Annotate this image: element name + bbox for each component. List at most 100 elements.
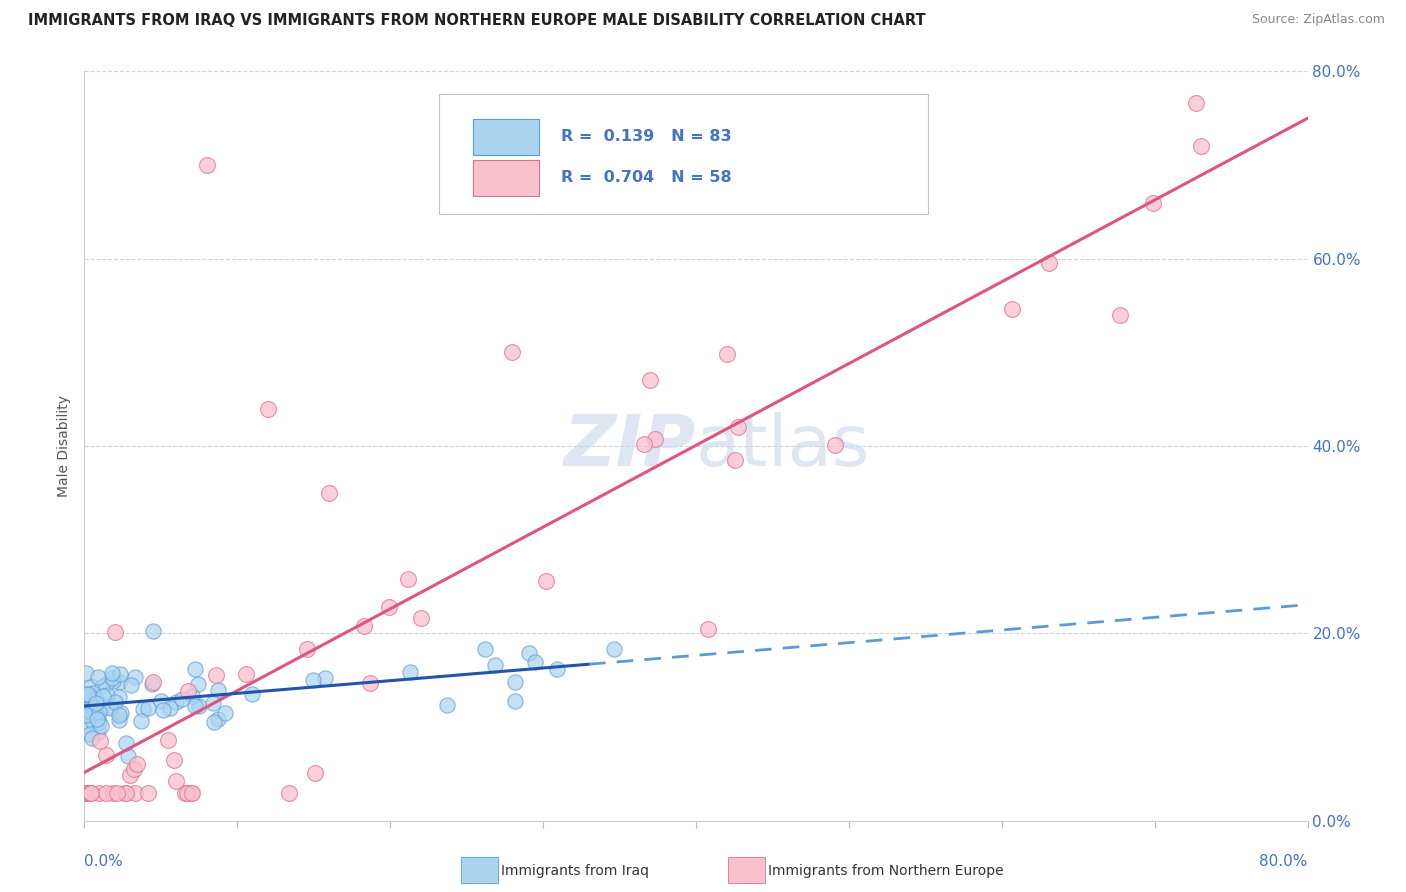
Point: [188, 699, 211, 714]
Text: R =  0.139   N = 83: R = 0.139 N = 83: [561, 129, 733, 144]
Point: [87, 670, 110, 684]
Point: [86, 712, 108, 726]
Point: [474, 641, 496, 656]
Point: [91, 689, 114, 703]
Point: [91, 699, 114, 714]
Point: [86, 696, 108, 710]
Point: [108, 674, 131, 689]
Point: [1185, 96, 1208, 111]
Point: [100, 701, 122, 715]
Point: [150, 694, 173, 708]
Point: [180, 786, 202, 800]
Point: [187, 677, 209, 691]
Text: R =  0.704   N = 58: R = 0.704 N = 58: [561, 170, 733, 186]
Point: [136, 701, 159, 715]
Point: [115, 786, 138, 800]
Point: [638, 374, 661, 388]
Point: [76, 786, 98, 800]
Point: [716, 347, 738, 361]
Point: [84, 691, 107, 706]
Point: [82, 698, 104, 712]
Point: [697, 622, 720, 636]
Text: Immigrants from Northern Europe: Immigrants from Northern Europe: [768, 863, 1004, 878]
Point: [398, 665, 420, 679]
FancyBboxPatch shape: [474, 119, 540, 155]
Point: [204, 668, 226, 682]
Point: [96, 689, 118, 703]
Point: [195, 158, 218, 172]
Point: [202, 696, 225, 710]
Point: [602, 642, 624, 657]
Y-axis label: Male Disability: Male Disability: [58, 395, 72, 497]
Point: [157, 732, 180, 747]
Point: [101, 673, 124, 688]
Point: [409, 611, 432, 625]
Text: 0.0%: 0.0%: [84, 854, 124, 869]
Point: [75, 665, 97, 680]
Point: [82, 701, 104, 715]
Point: [104, 625, 127, 640]
Point: [141, 677, 163, 691]
Point: [124, 786, 146, 800]
Point: [120, 678, 142, 692]
Point: [80, 679, 103, 693]
Point: [89, 705, 111, 719]
Point: [318, 486, 340, 500]
Text: Source: ZipAtlas.com: Source: ZipAtlas.com: [1251, 13, 1385, 27]
Point: [396, 573, 419, 587]
Point: [80, 692, 103, 706]
Point: [114, 786, 136, 800]
Point: [359, 676, 381, 690]
Point: [118, 768, 141, 782]
Point: [127, 756, 149, 771]
FancyBboxPatch shape: [474, 160, 540, 196]
Point: [165, 774, 187, 789]
Text: ZIP: ZIP: [564, 411, 696, 481]
Point: [235, 667, 257, 681]
Point: [1038, 256, 1060, 270]
Point: [108, 714, 131, 728]
Point: [86, 696, 108, 710]
Point: [87, 725, 110, 739]
Point: [644, 432, 666, 446]
Point: [101, 671, 124, 685]
Point: [180, 689, 202, 703]
Point: [824, 438, 846, 452]
Point: [94, 677, 117, 691]
Point: [105, 786, 128, 800]
Point: [136, 786, 159, 800]
Point: [107, 690, 129, 704]
Text: Immigrants from Iraq: Immigrants from Iraq: [501, 863, 648, 878]
Point: [104, 696, 127, 710]
Point: [170, 691, 193, 706]
Point: [727, 420, 749, 434]
Point: [633, 436, 655, 450]
Point: [174, 786, 197, 800]
Point: [75, 690, 97, 704]
Point: [77, 687, 100, 701]
Point: [257, 401, 280, 416]
Point: [79, 786, 101, 800]
Point: [82, 686, 104, 700]
Point: [503, 693, 526, 707]
Point: [122, 762, 145, 776]
Point: [90, 681, 112, 695]
Point: [207, 712, 229, 726]
Point: [378, 599, 401, 614]
Point: [75, 687, 97, 701]
Point: [314, 672, 336, 686]
Point: [75, 786, 97, 800]
Point: [517, 646, 540, 660]
Point: [79, 786, 101, 800]
Point: [75, 708, 97, 723]
Point: [484, 658, 506, 673]
Point: [94, 786, 117, 800]
Point: [80, 690, 103, 705]
Text: atlas: atlas: [696, 411, 870, 481]
Point: [534, 574, 557, 588]
Point: [108, 666, 131, 681]
Point: [502, 345, 524, 359]
Point: [159, 701, 181, 715]
Point: [82, 731, 104, 745]
Point: [304, 765, 326, 780]
